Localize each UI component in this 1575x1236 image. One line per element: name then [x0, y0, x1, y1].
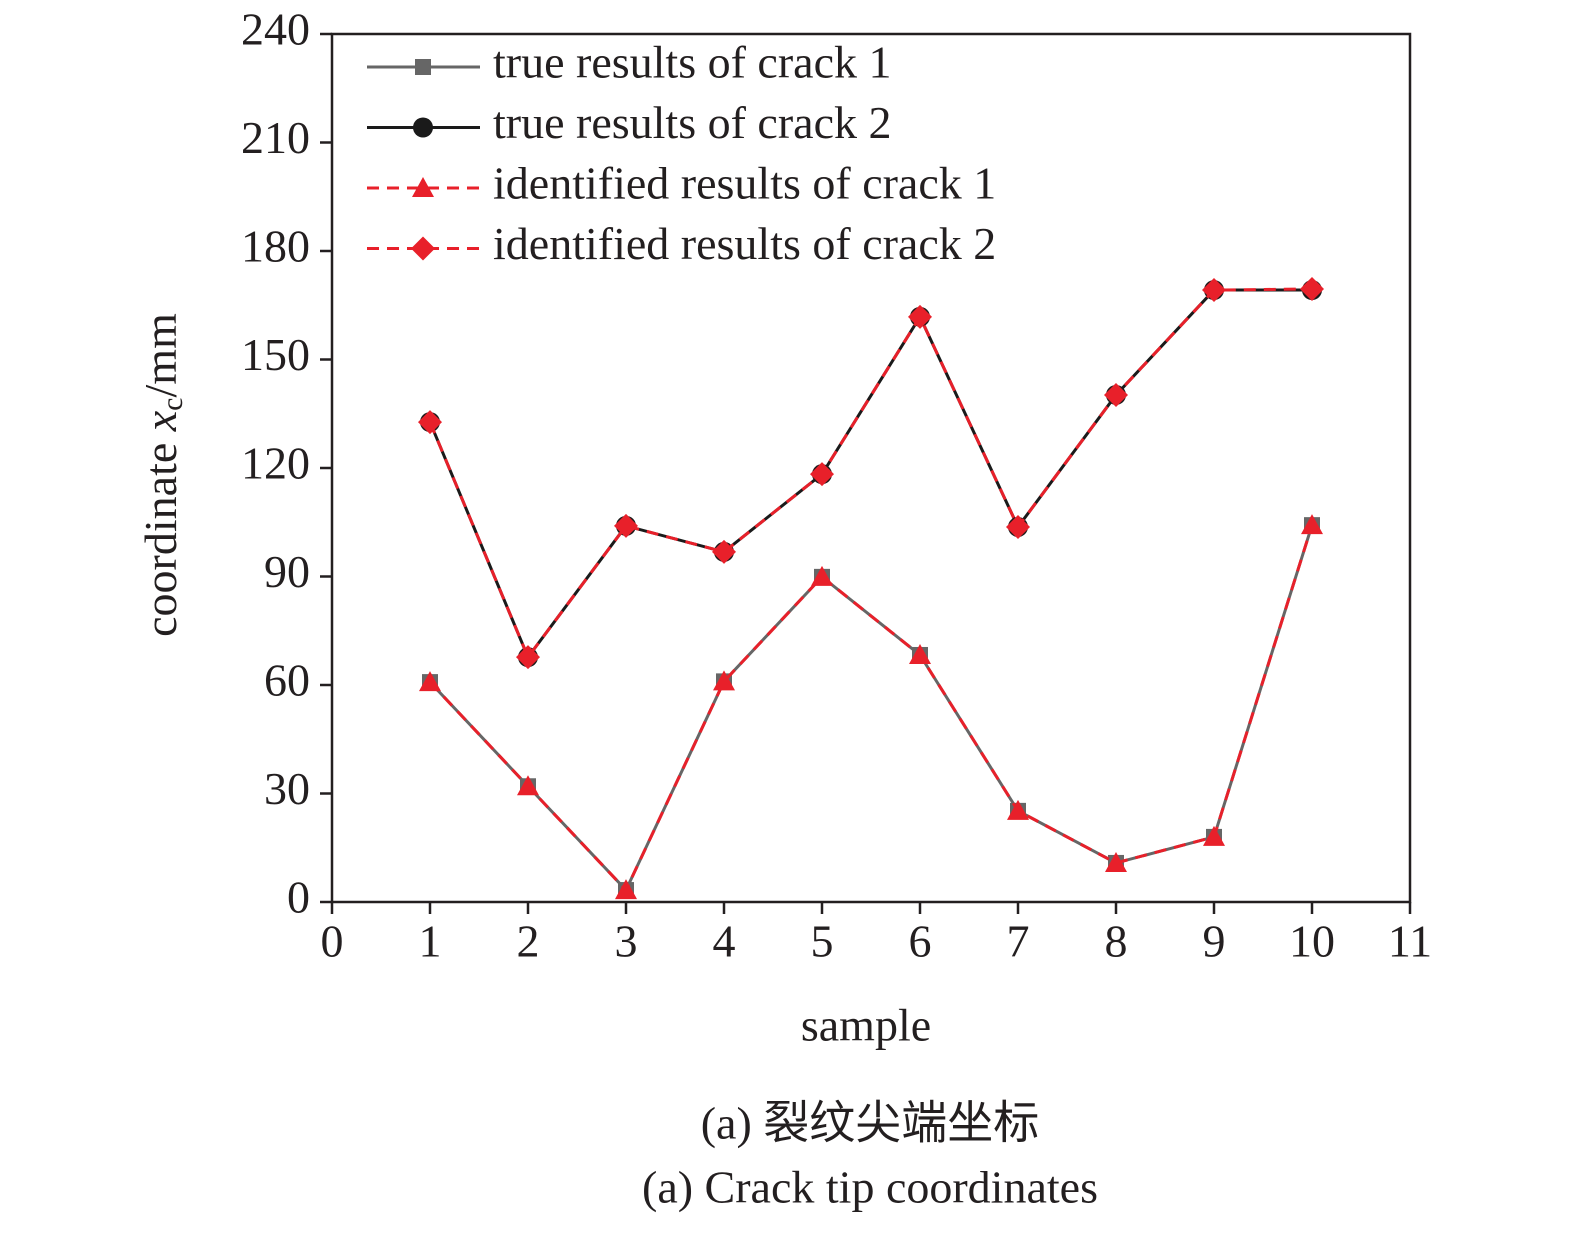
- legend-marker: [415, 59, 431, 75]
- marker: [1105, 851, 1127, 872]
- legend-label: identified results of crack 1: [493, 158, 996, 209]
- marker: [516, 645, 540, 670]
- legend-label: true results of crack 1: [493, 37, 892, 88]
- y-tick-label: 150: [241, 329, 310, 380]
- x-tick-label: 7: [1007, 916, 1030, 967]
- x-axis-label: sample: [801, 1000, 931, 1051]
- y-tick-label: 210: [241, 112, 310, 163]
- y-tick-label: 90: [264, 546, 310, 597]
- marker: [517, 775, 539, 796]
- y-tick-label: 180: [241, 221, 310, 272]
- y-label-sub: c: [156, 397, 189, 410]
- marker: [1202, 278, 1226, 303]
- y-label-var: x: [135, 410, 186, 432]
- series-line: [428, 287, 1313, 661]
- x-tick-label: 10: [1289, 916, 1335, 967]
- x-tick-label: 11: [1388, 916, 1432, 967]
- marker: [615, 879, 637, 900]
- marker: [1301, 514, 1323, 535]
- y-tick-label: 60: [264, 655, 310, 706]
- y-tick-label: 240: [241, 4, 310, 55]
- marker: [1006, 514, 1030, 539]
- marker: [811, 565, 833, 586]
- marker: [419, 671, 441, 692]
- marker: [1104, 382, 1128, 407]
- marker: [908, 304, 932, 329]
- y-tick-label: 0: [287, 872, 310, 923]
- series-line: [428, 524, 1314, 893]
- y-label-text: coordinate: [135, 431, 186, 637]
- series-line: [428, 288, 1312, 661]
- marker: [909, 643, 931, 664]
- x-tick-label: 1: [419, 916, 442, 967]
- series-line: [428, 524, 1314, 893]
- legend-marker: [411, 236, 435, 261]
- marker: [1300, 276, 1324, 301]
- x-tick-label: 8: [1105, 916, 1128, 967]
- y-label-unit: /mm: [135, 313, 186, 398]
- y-tick-label: 30: [264, 763, 310, 814]
- marker: [713, 670, 735, 691]
- marker: [810, 462, 834, 487]
- marker: [418, 410, 442, 435]
- y-axis-label: coordinate xc/mm: [135, 313, 189, 637]
- legend-marker: [413, 117, 433, 138]
- marker: [1203, 825, 1225, 846]
- x-tick-label: 4: [713, 916, 736, 967]
- legend-label: true results of crack 2: [493, 97, 892, 148]
- x-tick-label: 3: [615, 916, 638, 967]
- legend-marker: [412, 177, 434, 197]
- x-tick-label: 5: [811, 916, 834, 967]
- caption: (a) 裂纹尖端坐标: [701, 1098, 1040, 1149]
- marker: [1007, 799, 1029, 820]
- marker: [614, 513, 638, 538]
- marker: [712, 539, 736, 564]
- x-tick-label: 9: [1203, 916, 1226, 967]
- caption: (a) Crack tip coordinates: [642, 1162, 1098, 1213]
- x-tick-label: 0: [321, 916, 344, 967]
- legend-label: identified results of crack 2: [493, 218, 996, 269]
- x-tick-label: 6: [909, 916, 932, 967]
- y-tick-label: 120: [241, 438, 310, 489]
- x-tick-label: 2: [517, 916, 540, 967]
